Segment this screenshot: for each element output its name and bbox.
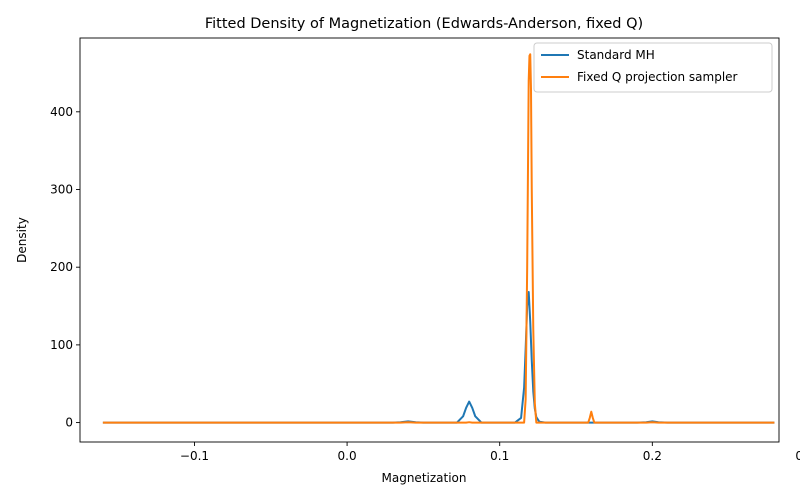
x-tick-label: 0.3 (795, 449, 800, 463)
legend: Standard MH Fixed Q projection sampler (533, 42, 773, 93)
legend-frame (533, 42, 773, 93)
y-tick-label: 200 (50, 260, 73, 274)
plot-frame (79, 37, 780, 443)
y-tick-label: 400 (50, 105, 73, 119)
y-axis-label: Density (15, 217, 29, 263)
legend-label: Standard MH (577, 48, 655, 62)
chart-title: Fitted Density of Magnetization (Edwards… (205, 16, 643, 32)
plot-area (80, 38, 779, 442)
series-line-2 (102, 53, 775, 424)
x-tick-label: 0.0 (338, 449, 357, 463)
y-axis: 0 100 200 300 400 (50, 105, 80, 430)
x-tick-label: 0.1 (490, 449, 509, 463)
x-tick-label: −0.1 (180, 449, 209, 463)
legend-label: Fixed Q projection sampler (577, 70, 738, 84)
y-tick-label: 300 (50, 183, 73, 197)
series-layer (102, 53, 775, 424)
x-tick-label: 0.2 (643, 449, 662, 463)
y-tick-label: 100 (50, 338, 73, 352)
x-axis: −0.1 0.0 0.1 0.2 0.3 (180, 442, 800, 463)
y-tick-label: 0 (65, 416, 73, 430)
x-axis-label: Magnetization (382, 471, 467, 485)
